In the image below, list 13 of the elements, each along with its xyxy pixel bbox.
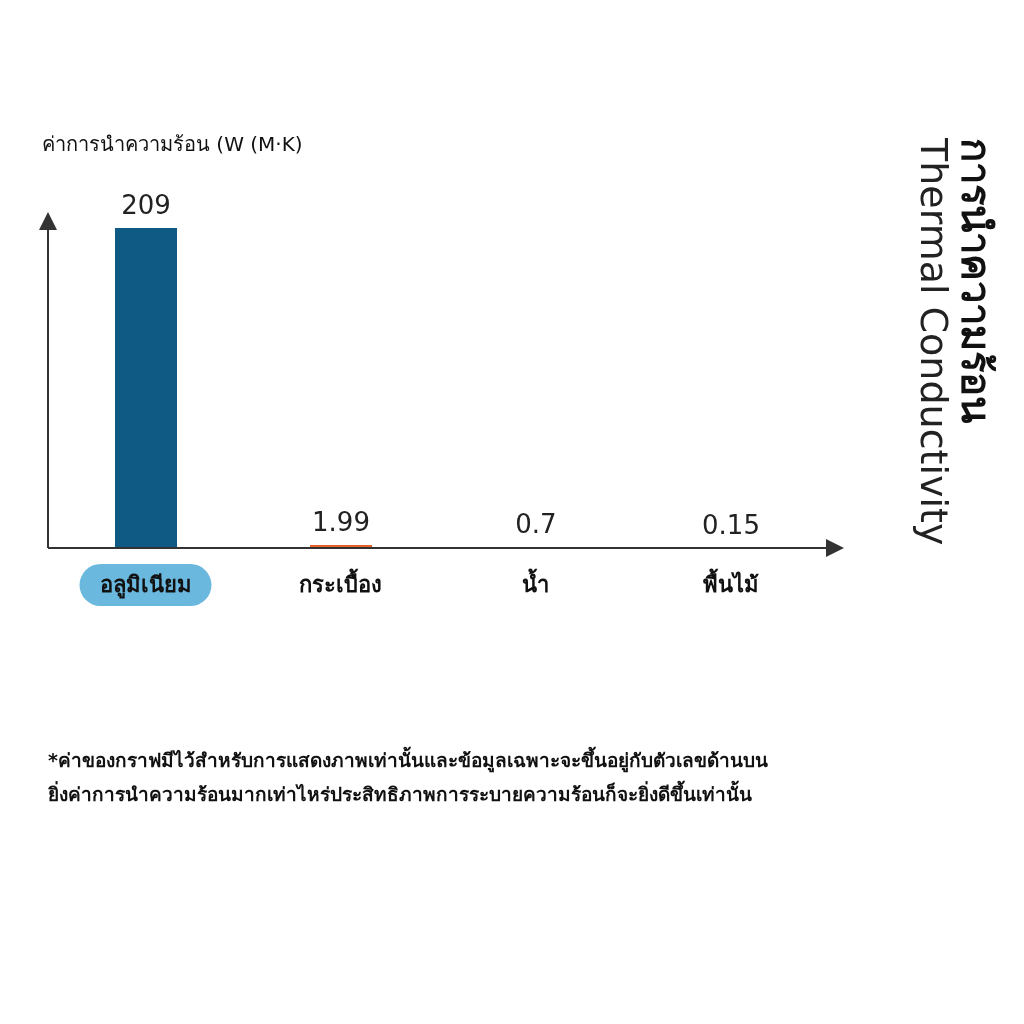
text: Thermal Conductivity bbox=[912, 138, 956, 548]
x-tick-label: อลูมิเนียม bbox=[99, 572, 192, 599]
data-label: 0.15 bbox=[702, 509, 760, 540]
x-tick-label: น้ำ bbox=[522, 568, 549, 597]
data-label: 209 bbox=[121, 190, 171, 220]
x-tick-label: พื้นไม้ bbox=[702, 568, 759, 597]
text: *ค่าของกราฟมีไว้สำหรับการแสดงภาพเท่านั้นและข้อมูลเฉพาะจะขึ้นอยู่กับตัวเลขด้านบน bbox=[48, 745, 769, 775]
x-tick-label: กระเบื้อง bbox=[299, 568, 382, 597]
y-axis-title: ค่าการนำความร้อน (W (M·K) bbox=[42, 131, 303, 158]
data-label: 1.99 bbox=[312, 506, 370, 537]
data-label: 0.7 bbox=[515, 508, 557, 539]
text: ยิ่งค่าการนำความร้อนมากเท่าไหร่ประสิทธิภาพการระบายความร้อนก็จะยิ่งดีขึ้นเท่านั้น bbox=[48, 779, 753, 808]
text: การนำความร้อน bbox=[953, 138, 999, 425]
